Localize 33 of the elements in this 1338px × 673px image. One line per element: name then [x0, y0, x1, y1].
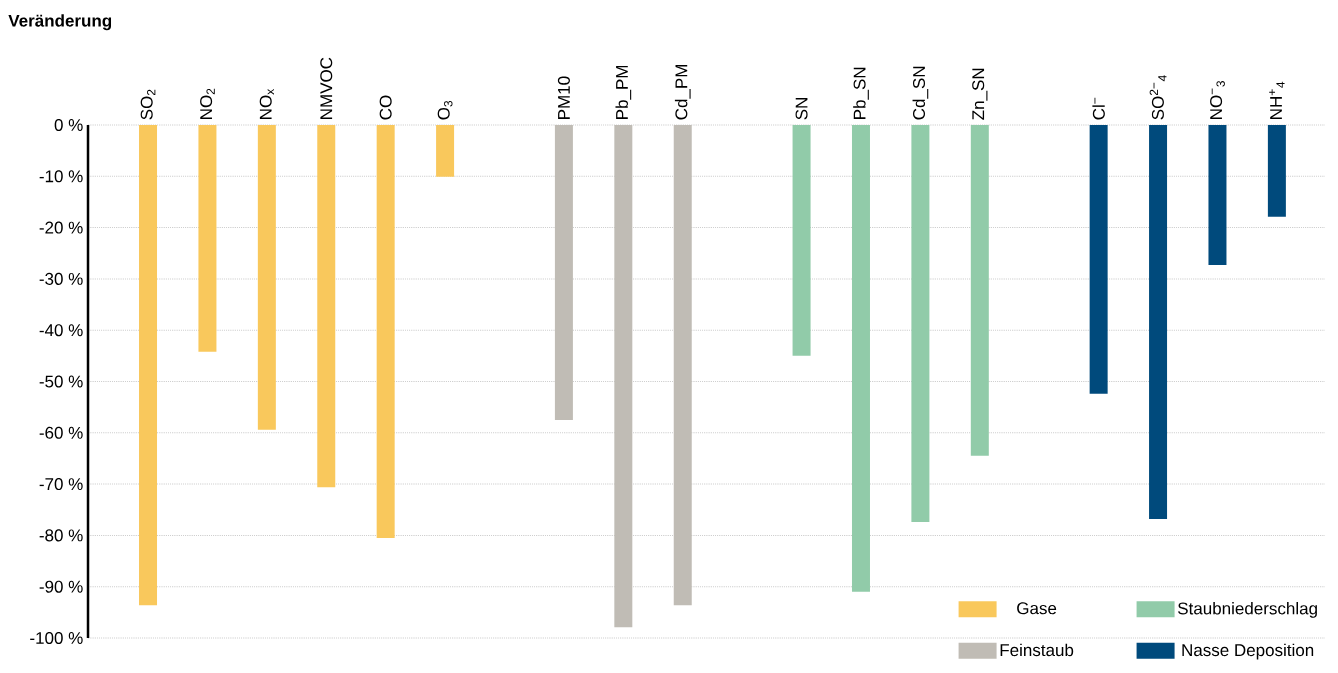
x-tick-label: CO — [379, 95, 392, 120]
y-tick-label: -90 % — [39, 580, 83, 593]
x-tick-label: Zn_SN — [972, 68, 988, 120]
x-tick-label: SO$^{2−}$4 — [1149, 75, 1167, 120]
text: Veränderung — [8, 14, 112, 31]
legend-label: Feinstaub — [1000, 643, 1074, 657]
y-tick-label: -70 % — [39, 478, 83, 491]
y-tick-label: -80 % — [39, 529, 83, 542]
x-tick-label: NMVOC — [320, 57, 333, 119]
y-tick-label: 0 % — [54, 118, 83, 132]
x-tick-label: SO$_{2}$ — [140, 89, 156, 120]
x-tick-label: NO$^{−}$3 — [1210, 81, 1225, 119]
x-tick-label: SN — [795, 98, 808, 120]
x-tick-label: Pb_PM — [615, 65, 632, 119]
x-tick-label: Cd_SN — [912, 66, 929, 120]
x-tick-label: Cd_PM — [674, 64, 691, 120]
y-tick-label: -60 % — [39, 426, 83, 439]
y-tick-label: -20 % — [39, 221, 83, 234]
y-tick-label: -10 % — [39, 170, 83, 183]
x-tick-label: Cl$^{−}$ — [1092, 97, 1105, 120]
x-tick-label: NH$^{+}$4 — [1269, 81, 1285, 119]
x-tick-label: O$_{3}$ — [437, 100, 453, 120]
legend-label: Staubniederschlag — [1178, 602, 1317, 618]
y-tick-label: -50 % — [39, 375, 83, 388]
legend-label: Gase — [1017, 602, 1057, 615]
x-tick-label: NO$_{x}$ — [259, 88, 274, 119]
y-tick-label: -30 % — [39, 272, 83, 285]
y-tick-label: -100 % — [30, 631, 83, 644]
x-tick-label: PM10 — [557, 76, 570, 119]
x-tick-label: Pb_SN — [853, 67, 869, 119]
y-tick-label: -40 % — [39, 324, 83, 337]
legend-label: Nasse Deposition — [1182, 643, 1314, 660]
x-tick-label: NO$_{2}$ — [200, 88, 215, 119]
